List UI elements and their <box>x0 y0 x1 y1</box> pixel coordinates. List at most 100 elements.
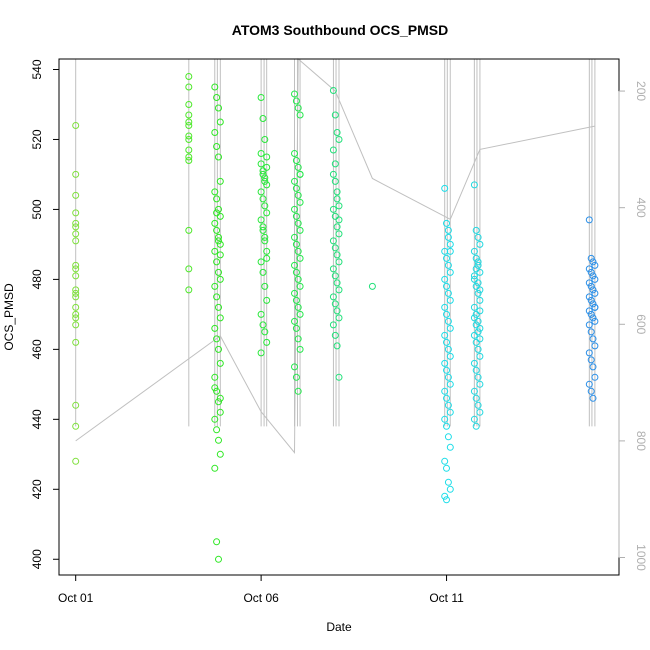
y-tick-label: 420 <box>30 479 44 499</box>
data-point <box>292 184 300 192</box>
data-point <box>215 205 222 213</box>
data-point <box>331 177 339 185</box>
data-point <box>476 240 484 248</box>
data-point <box>72 219 80 227</box>
data-point <box>585 279 593 287</box>
data-point <box>587 254 595 262</box>
data-point <box>441 331 449 339</box>
pressure-track-line <box>75 57 595 454</box>
data-point <box>72 286 80 294</box>
data-point <box>587 356 595 364</box>
data-point <box>472 321 480 329</box>
data-point <box>474 328 482 336</box>
data-point <box>585 307 593 315</box>
data-point <box>72 293 80 301</box>
data-point <box>261 282 269 290</box>
data-point <box>443 282 450 290</box>
right-tick-label: 400 <box>634 198 648 218</box>
data-point <box>331 272 339 280</box>
data-point <box>211 384 219 392</box>
data-point <box>263 163 271 171</box>
scatter-points-layer <box>72 73 599 563</box>
data-point <box>446 247 454 255</box>
data-point <box>472 310 480 318</box>
data-point <box>333 307 341 315</box>
data-point <box>259 167 267 175</box>
right-tick-label: 600 <box>634 314 648 334</box>
data-point <box>446 443 454 451</box>
right-tick-label: 1000 <box>634 544 648 571</box>
data-point <box>296 282 304 290</box>
data-point <box>185 73 193 80</box>
data-point <box>335 136 343 143</box>
data-point <box>591 317 599 325</box>
data-point <box>185 118 193 126</box>
data-point <box>72 422 80 430</box>
data-point <box>72 191 80 199</box>
data-point <box>213 293 221 301</box>
data-point <box>589 258 597 266</box>
data-point <box>213 538 221 546</box>
data-point <box>292 97 300 105</box>
data-point <box>585 293 593 301</box>
x-axis: Oct 01 Oct 06 Oct 11 <box>58 574 464 605</box>
data-point <box>259 321 267 329</box>
data-point <box>589 363 597 371</box>
data-point <box>213 94 221 101</box>
data-point <box>444 261 452 269</box>
data-point <box>474 258 482 266</box>
data-point <box>263 181 271 189</box>
data-point <box>261 177 269 185</box>
data-point <box>261 136 269 143</box>
data-point <box>213 143 221 150</box>
data-point <box>333 279 341 287</box>
data-point <box>470 247 478 255</box>
data-point <box>211 373 219 381</box>
data-point <box>335 373 343 381</box>
data-point <box>292 157 300 164</box>
data-point <box>470 275 478 283</box>
data-point <box>216 408 224 416</box>
data-point <box>443 366 450 374</box>
data-point <box>215 153 222 161</box>
data-point <box>589 314 597 322</box>
data-point <box>294 104 302 112</box>
data-point <box>335 216 343 224</box>
data-point <box>331 300 339 308</box>
data-point <box>472 338 480 346</box>
data-point <box>441 492 449 500</box>
data-point <box>185 111 193 119</box>
data-point <box>292 240 300 248</box>
data-point <box>216 240 224 248</box>
data-point <box>72 265 80 273</box>
data-point <box>331 331 339 339</box>
chart-title: ATOM3 Southbound OCS_PMSD <box>232 22 448 38</box>
data-point <box>368 282 376 290</box>
data-point <box>211 83 219 91</box>
data-point <box>185 265 193 273</box>
y-axis-left: 400 420 440 460 480 500 520 540 <box>30 59 60 569</box>
y-tick-label: 500 <box>30 199 44 219</box>
data-point <box>335 202 343 210</box>
data-point <box>259 170 267 178</box>
data-point <box>329 237 337 245</box>
data-point <box>333 223 341 231</box>
right-tick-label: 800 <box>634 431 648 451</box>
data-point <box>446 324 454 332</box>
data-point <box>587 282 595 290</box>
data-point <box>476 352 484 360</box>
x-tick-label: Oct 01 <box>58 591 94 605</box>
data-point <box>470 359 478 367</box>
data-point <box>257 94 265 101</box>
data-point <box>185 136 193 143</box>
data-point <box>472 265 480 273</box>
data-point <box>446 268 454 276</box>
data-point <box>185 132 193 140</box>
data-point <box>472 254 480 262</box>
data-point <box>261 233 269 241</box>
data-point <box>474 233 482 241</box>
data-point <box>257 160 265 168</box>
data-point <box>333 188 341 196</box>
data-point <box>257 188 265 196</box>
